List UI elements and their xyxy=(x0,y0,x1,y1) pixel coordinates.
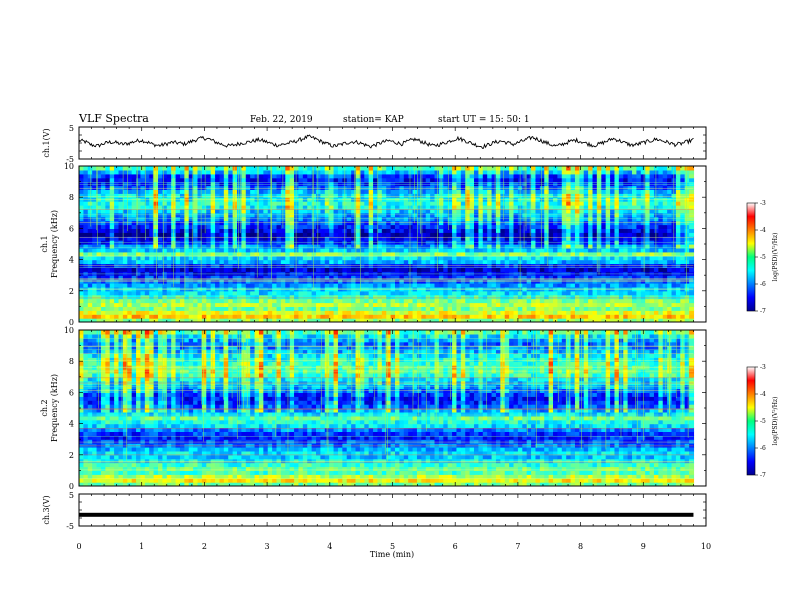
colorbar-tick-label: -4 xyxy=(760,391,766,398)
figure-title: VLF Spectra xyxy=(78,112,149,125)
ch2-frequency-axis-label: Frequency (kHz) xyxy=(50,374,59,442)
colorbar-tick-label: -7 xyxy=(760,308,766,315)
frequency-tick-label: 6 xyxy=(69,224,74,233)
colorbar-tick-label: -7 xyxy=(760,472,766,479)
ch1-waveform-trace xyxy=(78,134,694,149)
time-tick-label: 5 xyxy=(390,542,395,551)
colorbar-tick-label: -5 xyxy=(760,418,766,425)
time-tick-label: 0 xyxy=(76,542,81,551)
colorbar-tick-label: -6 xyxy=(760,281,766,288)
time-tick-label: 2 xyxy=(202,542,207,551)
ch2-colorbar xyxy=(746,366,756,476)
voltage-tick-label: 5 xyxy=(69,124,74,133)
colorbar-tick-label: -3 xyxy=(760,200,766,207)
time-tick-label: 7 xyxy=(515,542,520,551)
ch1-frequency-axis-label: Frequency (kHz) xyxy=(50,210,59,278)
ch3-voltage-axis-label: ch.3(V) xyxy=(42,495,51,524)
time-tick-label: 1 xyxy=(139,542,144,551)
time-axis: 0 1 2 3 4 5 6 7 8 9 10 xyxy=(76,127,711,551)
colorbar-tick-label: -6 xyxy=(760,445,766,452)
ch1-waveform-line xyxy=(78,134,694,149)
ch2-colorbar-label: log(PSD)(V²/Hz) xyxy=(772,397,779,446)
time-tick-label: 4 xyxy=(327,542,332,551)
voltage-tick-label: 5 xyxy=(69,491,74,500)
frequency-tick-label: 10 xyxy=(64,162,74,171)
frequency-tick-label: 6 xyxy=(69,388,74,397)
ch3-waveform-trace xyxy=(79,512,694,517)
voltage-tick-label: -5 xyxy=(66,522,74,531)
time-tick-label: 8 xyxy=(578,542,583,551)
ch1-spectrogram-image xyxy=(79,166,706,322)
frequency-tick-label: 8 xyxy=(69,357,74,366)
ch1-voltage-axis-label: ch.1(V) xyxy=(42,128,51,157)
colorbar-tick-label: -4 xyxy=(760,227,766,234)
time-tick-label: 9 xyxy=(641,542,646,551)
colorbar-tick-label: -5 xyxy=(760,254,766,261)
frequency-tick-label: 8 xyxy=(69,193,74,202)
start-time-label: start UT = 15: 50: 1 xyxy=(438,115,530,125)
time-axis-label: Time (min) xyxy=(370,550,414,559)
ch3-waveform-line xyxy=(79,512,694,517)
frequency-tick-label: 0 xyxy=(69,318,74,327)
colorbar-tick-label: -3 xyxy=(760,364,766,371)
ch1-colorbar xyxy=(746,202,756,312)
frequency-tick-label: 0 xyxy=(69,482,74,491)
frequency-tick-label: 2 xyxy=(69,287,74,296)
date-label: Feb. 22, 2019 xyxy=(250,115,313,125)
ch1-label: ch.1 xyxy=(40,235,49,252)
station-label: station= KAP xyxy=(343,115,404,125)
frequency-tick-label: 10 xyxy=(64,326,74,335)
ch2-spectrogram-image xyxy=(79,330,706,486)
time-tick-label: 10 xyxy=(701,542,711,551)
time-tick-label: 3 xyxy=(265,542,270,551)
frequency-tick-label: 2 xyxy=(69,451,74,460)
time-tick-label: 6 xyxy=(453,542,458,551)
frequency-tick-label: 4 xyxy=(69,256,74,265)
frequency-tick-label: 4 xyxy=(69,420,74,429)
ch1-colorbar-label: log(PSD)(V²/Hz) xyxy=(772,233,779,282)
voltage-tick-label: -5 xyxy=(66,155,74,164)
ch2-label: ch.2 xyxy=(40,399,49,416)
